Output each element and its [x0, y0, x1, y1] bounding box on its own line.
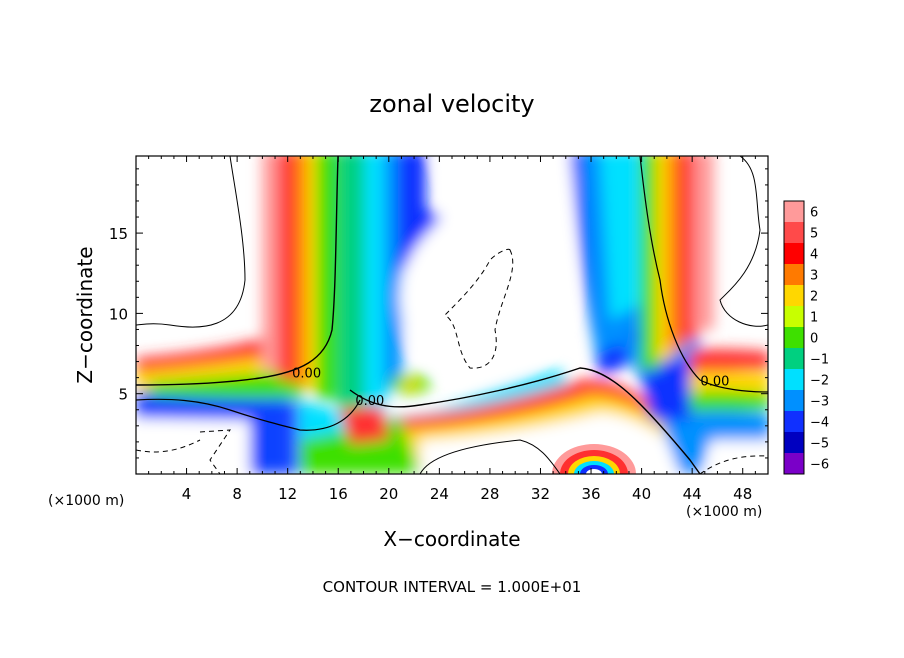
x-tick-label: 24 — [430, 485, 449, 503]
x-tick-label: 16 — [329, 485, 348, 503]
contour-label: 0.00 — [700, 375, 729, 390]
contour-lines — [136, 156, 768, 474]
contour-field: 0.00 0.00 0.00 — [136, 156, 768, 474]
x-tick-label: 32 — [531, 485, 550, 503]
colorbar: 6 5 4 3 2 1 0 −1 −2 −3 −4 −5 −6 — [783, 200, 829, 475]
colorbar-frame — [783, 200, 805, 475]
colorbar-swatch — [784, 390, 804, 412]
colorbar-swatch — [784, 411, 804, 433]
colorbar-label: −3 — [810, 395, 829, 410]
colorbar-label: −6 — [810, 458, 829, 473]
y-tick-label: 10 — [109, 305, 128, 323]
y-axis: 5 10 15 — [109, 168, 768, 459]
x-tick-label: 44 — [683, 485, 702, 503]
colorbar-swatch — [784, 285, 804, 307]
contour-interval-footer: CONTOUR INTERVAL = 1.000E+01 — [323, 578, 582, 596]
colorbar-swatch — [784, 222, 804, 244]
x-tick-label: 4 — [182, 485, 192, 503]
colorbar-swatch — [784, 264, 804, 286]
x-axis: 4 8 12 16 20 24 28 32 36 40 44 48 — [148, 156, 756, 503]
colorbar-label: 0 — [810, 332, 818, 347]
y-tick-label: 15 — [109, 225, 128, 243]
colorbar-label: 1 — [810, 311, 818, 326]
colorbar-label: −1 — [810, 353, 829, 368]
colorbar-label: 3 — [810, 269, 818, 284]
colorbar-swatch — [784, 432, 804, 454]
colorbar-swatch — [784, 369, 804, 391]
x-tick-label: 12 — [278, 485, 297, 503]
colorbar-label: −2 — [810, 374, 829, 389]
colorbar-swatch — [784, 201, 804, 223]
x-tick-label: 40 — [632, 485, 651, 503]
colorbar-label: 2 — [810, 290, 818, 305]
x-tick-label: 36 — [581, 485, 600, 503]
x-unit-right: (×1000 m) — [686, 504, 762, 520]
ring-feature — [552, 444, 636, 474]
colorbar-swatch — [784, 327, 804, 349]
contour-line-labels: 0.00 0.00 0.00 — [292, 367, 729, 409]
x-unit-left: (×1000 m) — [48, 493, 124, 509]
contour-label: 0.00 — [292, 367, 321, 382]
colorbar-label: −5 — [810, 437, 829, 452]
x-axis-label: X−coordinate — [383, 527, 520, 551]
contour-label: 0.00 — [355, 394, 384, 409]
x-tick-label: 48 — [733, 485, 752, 503]
colorbar-label: 4 — [810, 248, 818, 263]
colorbar-swatch — [784, 348, 804, 370]
colorbar-swatch — [784, 453, 804, 475]
colorbar-label: 5 — [810, 227, 818, 242]
x-tick-label: 20 — [379, 485, 398, 503]
colorbar-swatch — [784, 306, 804, 328]
x-tick-label: 28 — [480, 485, 499, 503]
colorbar-swatch — [784, 243, 804, 265]
y-axis-label: Z−coordinate — [73, 246, 97, 383]
colorbar-label: −4 — [810, 416, 829, 431]
chart-title: zonal velocity — [369, 90, 534, 118]
colorbar-label: 6 — [810, 206, 818, 221]
y-tick-label: 5 — [118, 386, 128, 404]
x-tick-label: 8 — [232, 485, 242, 503]
